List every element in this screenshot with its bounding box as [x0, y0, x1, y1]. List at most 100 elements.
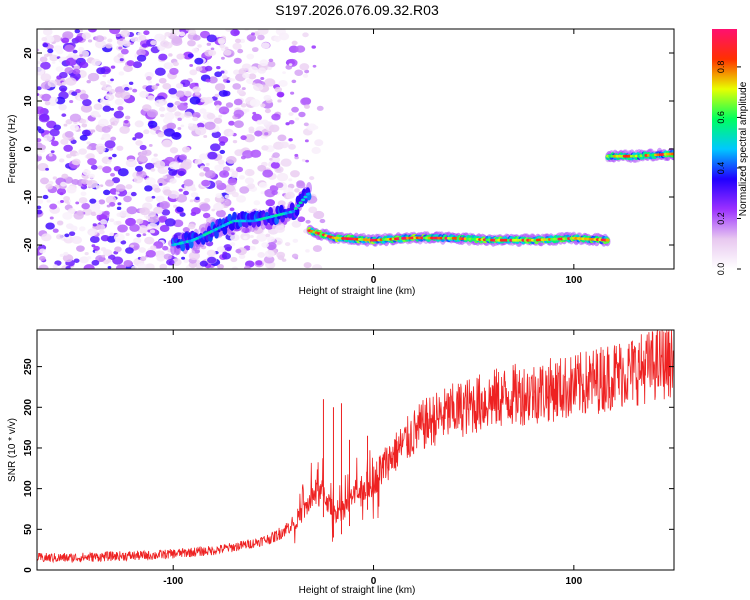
- noise-blob: [199, 172, 205, 177]
- noise-blob: [179, 154, 187, 161]
- noise-blob: [219, 170, 230, 178]
- snr-x-tick-label: 100: [565, 576, 582, 587]
- noise-blob: [256, 119, 264, 125]
- noise-blob: [120, 91, 131, 100]
- noise-blob: [115, 264, 127, 269]
- noise-blob: [305, 159, 309, 163]
- noise-blob: [217, 159, 225, 165]
- noise-blob: [41, 233, 52, 242]
- noise-blob: [230, 256, 238, 263]
- noise-blob: [64, 233, 70, 238]
- noise-blob: [312, 64, 317, 68]
- noise-blob: [49, 216, 54, 220]
- noise-blob: [145, 76, 152, 81]
- noise-blob: [299, 63, 310, 71]
- noise-blob: [305, 219, 311, 224]
- noise-blob: [195, 66, 203, 72]
- noise-blob: [37, 93, 40, 97]
- noise-blob: [76, 245, 85, 252]
- noise-blob: [187, 39, 196, 47]
- noise-blob: [177, 117, 182, 121]
- noise-blob: [296, 181, 306, 189]
- noise-blob: [291, 106, 299, 113]
- noise-blob: [224, 184, 235, 193]
- noise-blob: [169, 178, 177, 184]
- noise-blob: [253, 83, 264, 92]
- noise-blob: [236, 195, 247, 203]
- noise-blob: [223, 244, 233, 251]
- heatmap-x-ticks: -100 0 100: [163, 29, 583, 286]
- carrier-core: [291, 210, 296, 213]
- noise-blob: [103, 249, 113, 256]
- noise-blob: [216, 65, 221, 70]
- noise-blob: [199, 108, 207, 114]
- noise-blob: [144, 263, 155, 269]
- noise-blob: [66, 153, 72, 159]
- noise-blob: [248, 73, 257, 80]
- noise-blob: [292, 238, 299, 243]
- noise-blob: [312, 245, 323, 252]
- noise-blob: [109, 232, 115, 237]
- noise-blob: [206, 34, 217, 43]
- noise-blob: [164, 218, 176, 227]
- noise-blob: [100, 234, 110, 242]
- noise-blob: [213, 202, 224, 211]
- noise-blob: [274, 225, 286, 233]
- noise-blob: [79, 54, 83, 57]
- noise-blob: [130, 191, 137, 197]
- noise-blob: [134, 132, 144, 139]
- noise-blob: [134, 165, 144, 172]
- colorbar-ticks: 0.0 0.2 0.4 0.6 0.8: [716, 61, 741, 275]
- noise-blob: [233, 98, 243, 106]
- noise-blob: [208, 76, 218, 84]
- noise-blob: [231, 191, 239, 198]
- carrier-core: [298, 201, 303, 205]
- snr-marks: [37, 330, 674, 564]
- noise-blob: [155, 195, 165, 203]
- noise-blob: [195, 196, 200, 201]
- noise-blob: [72, 68, 81, 75]
- noise-blob: [117, 202, 122, 206]
- noise-blob: [110, 78, 114, 82]
- noise-blob: [263, 94, 272, 101]
- heatmap-x-tick-label: 0: [371, 275, 377, 286]
- noise-blob: [50, 140, 59, 147]
- snr-y-tick-label: 0: [23, 567, 34, 573]
- noise-blob: [89, 235, 100, 244]
- noise-blob: [136, 233, 142, 238]
- noise-blob: [230, 78, 236, 82]
- noise-blob: [154, 160, 166, 169]
- noise-blob: [235, 166, 244, 173]
- noise-blob: [71, 91, 78, 96]
- noise-blob: [86, 79, 91, 84]
- noise-blob: [176, 206, 182, 211]
- noise-blob: [91, 58, 102, 67]
- noise-blob: [313, 210, 325, 220]
- noise-blob: [119, 58, 124, 62]
- noise-blob: [174, 101, 181, 106]
- noise-blob: [265, 264, 270, 268]
- noise-blob: [86, 145, 92, 150]
- noise-blob: [95, 35, 105, 43]
- noise-blob: [37, 86, 42, 91]
- noise-blob: [107, 161, 112, 165]
- noise-blob: [297, 216, 306, 223]
- noise-blob: [142, 233, 147, 236]
- snr-x-ticks: -100 0 100: [163, 330, 583, 587]
- noise-blob: [49, 128, 60, 137]
- noise-blob: [249, 245, 256, 251]
- noise-blob: [252, 111, 257, 115]
- noise-blob: [52, 176, 58, 180]
- noise-blob: [69, 113, 82, 123]
- noise-blob: [189, 64, 194, 67]
- noise-blob: [263, 255, 275, 264]
- noise-blob: [105, 95, 112, 100]
- noise-blob: [59, 71, 68, 79]
- noise-blob: [226, 155, 237, 164]
- noise-blob: [147, 80, 152, 84]
- noise-blob: [144, 185, 153, 192]
- noise-blob: [61, 37, 70, 44]
- noise-blob: [47, 80, 58, 88]
- noise-blob: [86, 180, 93, 185]
- noise-blob: [98, 229, 105, 235]
